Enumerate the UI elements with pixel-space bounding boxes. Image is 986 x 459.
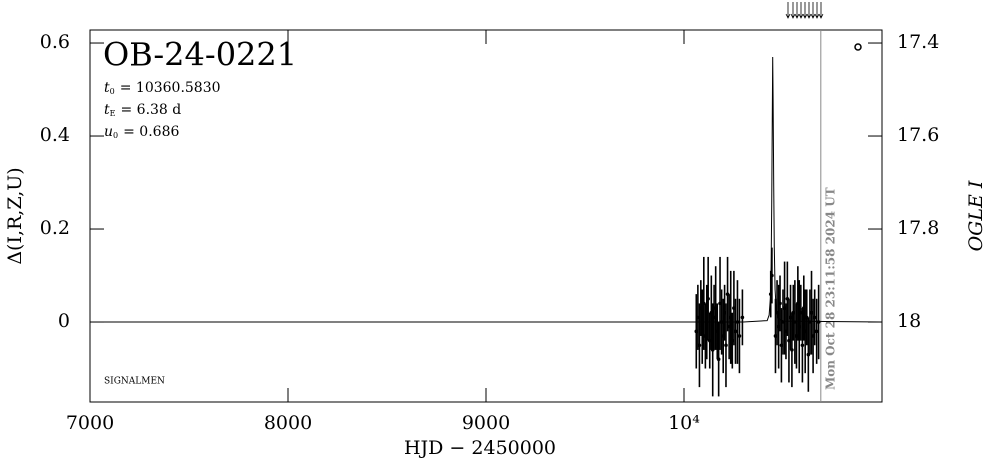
data-point — [814, 329, 819, 334]
param-text: = 0.686 — [123, 124, 179, 140]
y-tick-label: 0.4 — [40, 124, 70, 146]
param: t0 = 10360.5830 — [104, 80, 221, 96]
y-tick-label: 0.2 — [40, 217, 70, 239]
data-point — [697, 343, 702, 348]
date-annotation: Mon Oct 28 23:11:58 2024 UT — [823, 187, 837, 390]
x-tick-label: 7000 — [66, 412, 114, 434]
data-point — [800, 343, 805, 348]
y-axis-label: Δ(I,R,Z,U) — [4, 167, 26, 264]
data-point — [735, 320, 740, 324]
param-symbol: t — [104, 80, 110, 96]
data-point — [778, 301, 782, 306]
y2-tick-label: 18 — [897, 310, 921, 332]
y2-axis-label: OGLE I — [965, 180, 986, 251]
x-tick-label: 9000 — [462, 412, 510, 434]
param-text: = 6.38 d — [120, 102, 181, 118]
data-point — [716, 357, 721, 362]
data-point — [790, 348, 794, 352]
x-axis-label: HJD − 2450000 — [404, 437, 556, 459]
data-point — [724, 343, 728, 348]
y-tick-label: 0.6 — [40, 31, 70, 53]
param: u0 = 0.686 — [104, 124, 179, 140]
data-point — [706, 296, 710, 301]
data-point — [737, 334, 742, 338]
model-curve — [90, 56, 883, 323]
data-point — [812, 315, 817, 320]
param-sub: 0 — [110, 87, 115, 96]
y-tick-label: 0 — [58, 310, 70, 332]
chart-title: OB-24-0221 — [103, 36, 297, 74]
param: tE = 6.38 d — [104, 102, 181, 118]
param-text: = 10360.5830 — [120, 80, 221, 96]
symbol — [854, 43, 862, 51]
param-symbol: t — [104, 102, 110, 118]
top-arrows — [785, 2, 824, 19]
x-tick-label: 10⁴ — [668, 412, 700, 434]
data-point — [770, 273, 774, 278]
param-sub: E — [110, 109, 116, 118]
y2-tick-label: 17.8 — [897, 217, 939, 239]
x-tick-label: 8000 — [264, 412, 312, 434]
y2-tick-label: 17.4 — [897, 31, 939, 53]
data-point — [733, 329, 738, 334]
param-sub: 0 — [113, 131, 118, 140]
y2-tick-label: 17.6 — [897, 124, 939, 146]
note: SIGNALMEN — [104, 377, 165, 387]
data-point — [740, 315, 745, 320]
data-point — [816, 320, 821, 324]
param-symbol: u — [104, 124, 113, 140]
